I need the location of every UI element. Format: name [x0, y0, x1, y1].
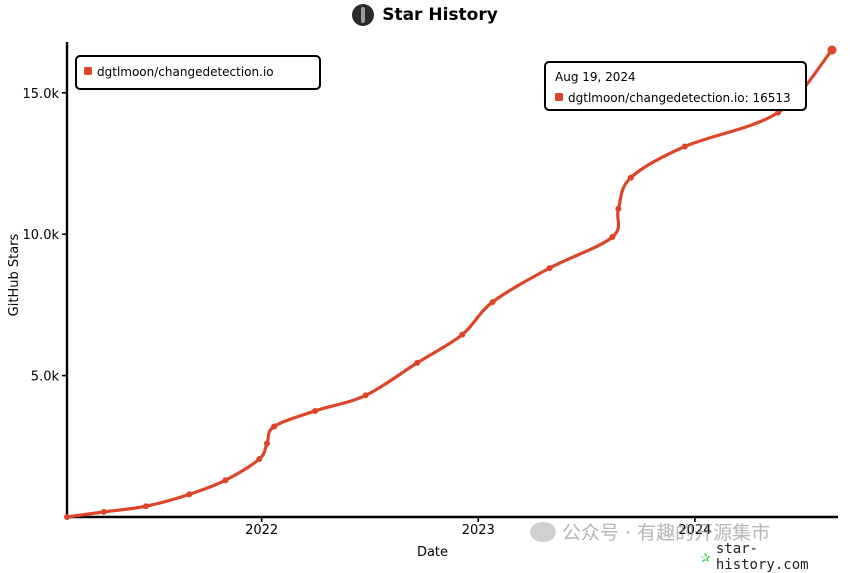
- series-line: [65, 48, 834, 519]
- legend-label: dgtlmoon/changedetection.io: [97, 65, 274, 79]
- data-point: [264, 440, 271, 447]
- chart-header: Star History: [0, 4, 850, 26]
- y-tick-label: 5.0k: [31, 370, 60, 385]
- data-point: [681, 143, 688, 150]
- data-point: [256, 456, 263, 463]
- x-tick-label: 2024: [678, 523, 711, 538]
- data-point: [459, 331, 466, 338]
- tooltip-date: Aug 19, 2024: [555, 70, 636, 84]
- data-point: [186, 491, 193, 498]
- data-point: [615, 205, 622, 212]
- data-point: [609, 234, 616, 241]
- data-point: [627, 174, 634, 181]
- data-point: [546, 265, 553, 272]
- tooltip-value: dgtlmoon/changedetection.io: 16513: [568, 91, 791, 105]
- watermark-text: 公众号 · 有趣的开源集市: [562, 522, 771, 544]
- data-point: [414, 359, 421, 366]
- x-axis-label: Date: [417, 545, 448, 560]
- data-point: [142, 503, 149, 510]
- y-tick-label: 10.0k: [23, 228, 60, 243]
- wechat-icon: [530, 521, 556, 542]
- legend-swatch: [84, 67, 92, 75]
- chart-title: Star History: [382, 5, 498, 25]
- legend-box: [75, 55, 321, 90]
- footer-brand[interactable]: ✰ star-history.com: [700, 541, 850, 573]
- data-point: [362, 392, 369, 399]
- watermark: 公众号 · 有趣的开源集市: [530, 518, 770, 545]
- y-tick-label: 15.0k: [23, 87, 60, 102]
- x-tick-label: 2023: [462, 523, 495, 538]
- tooltip-swatch: [555, 93, 563, 101]
- data-point: [774, 109, 781, 116]
- data-point: [271, 423, 278, 430]
- tooltip-box: [544, 61, 807, 111]
- data-point: [312, 407, 319, 414]
- data-point: [100, 508, 107, 515]
- data-point: [489, 299, 496, 306]
- data-point: [222, 477, 229, 484]
- data-point: [64, 514, 70, 520]
- data-point: [827, 45, 837, 55]
- star-icon: ✰: [700, 546, 711, 567]
- x-tick-label: 2022: [245, 523, 278, 538]
- y-axis-label: GitHub Stars: [7, 233, 22, 316]
- footer-site[interactable]: star-history.com: [715, 541, 809, 573]
- star-history-logo-icon: [352, 4, 375, 26]
